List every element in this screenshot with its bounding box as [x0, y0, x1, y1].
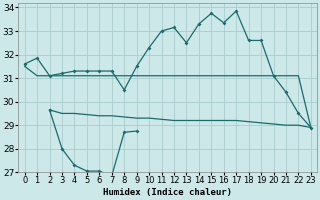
X-axis label: Humidex (Indice chaleur): Humidex (Indice chaleur) [103, 188, 232, 197]
